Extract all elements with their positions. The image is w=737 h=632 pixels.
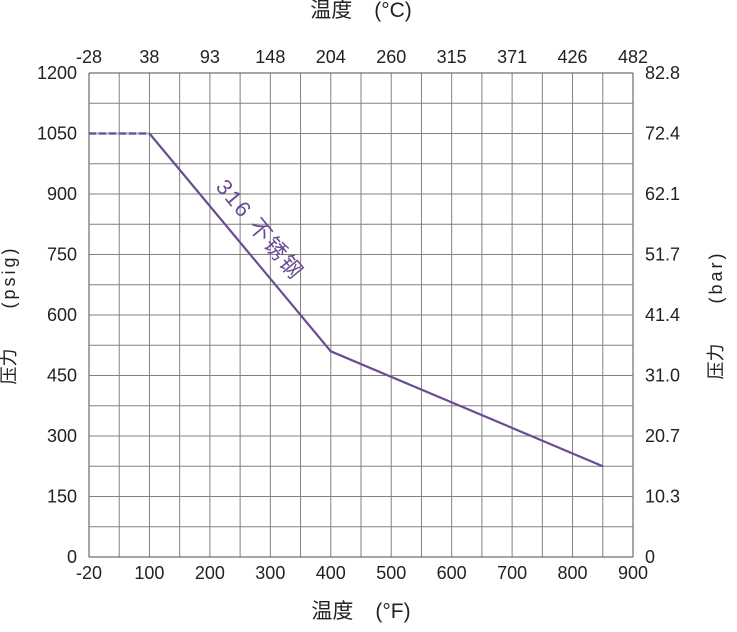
svg-text:72.4: 72.4 [645,124,680,144]
svg-text:900: 900 [618,563,648,583]
svg-text:0: 0 [67,547,77,567]
svg-text:20.7: 20.7 [645,426,680,446]
svg-text:温度(°C): 温度 (°C) [310,0,412,22]
svg-text:300: 300 [255,563,285,583]
svg-text:41.4: 41.4 [645,305,680,325]
svg-text:-20: -20 [76,563,102,583]
svg-text:300: 300 [47,426,77,446]
svg-text:600: 600 [47,305,77,325]
svg-text:700: 700 [497,563,527,583]
svg-text:200: 200 [195,563,225,583]
svg-text:316 不锈钢: 316 不锈钢 [211,174,309,284]
svg-text:900: 900 [47,184,77,204]
svg-text:100: 100 [134,563,164,583]
svg-text:38: 38 [139,47,159,67]
svg-text:500: 500 [376,563,406,583]
svg-text:82.8: 82.8 [645,63,680,83]
svg-text:260: 260 [376,47,406,67]
svg-text:31.0: 31.0 [645,366,680,386]
svg-text:800: 800 [558,563,588,583]
svg-text:-28: -28 [76,47,102,67]
svg-text:1200: 1200 [37,63,77,83]
svg-text:压力(bar): 压力(bar) [706,250,726,379]
svg-text:600: 600 [437,563,467,583]
svg-text:0: 0 [645,547,655,567]
svg-text:315: 315 [437,47,467,67]
svg-text:482: 482 [618,47,648,67]
svg-text:93: 93 [200,47,220,67]
svg-text:压力(psig): 压力(psig) [0,245,19,384]
svg-text:426: 426 [558,47,588,67]
svg-text:1050: 1050 [37,124,77,144]
svg-text:150: 150 [47,487,77,507]
svg-text:450: 450 [47,366,77,386]
svg-text:62.1: 62.1 [645,184,680,204]
svg-text:750: 750 [47,245,77,265]
svg-text:10.3: 10.3 [645,487,680,507]
svg-text:400: 400 [316,563,346,583]
svg-text:204: 204 [316,47,346,67]
svg-text:51.7: 51.7 [645,245,680,265]
svg-text:371: 371 [497,47,527,67]
svg-text:148: 148 [255,47,285,67]
svg-text:温度(°F): 温度 (°F) [311,600,410,623]
